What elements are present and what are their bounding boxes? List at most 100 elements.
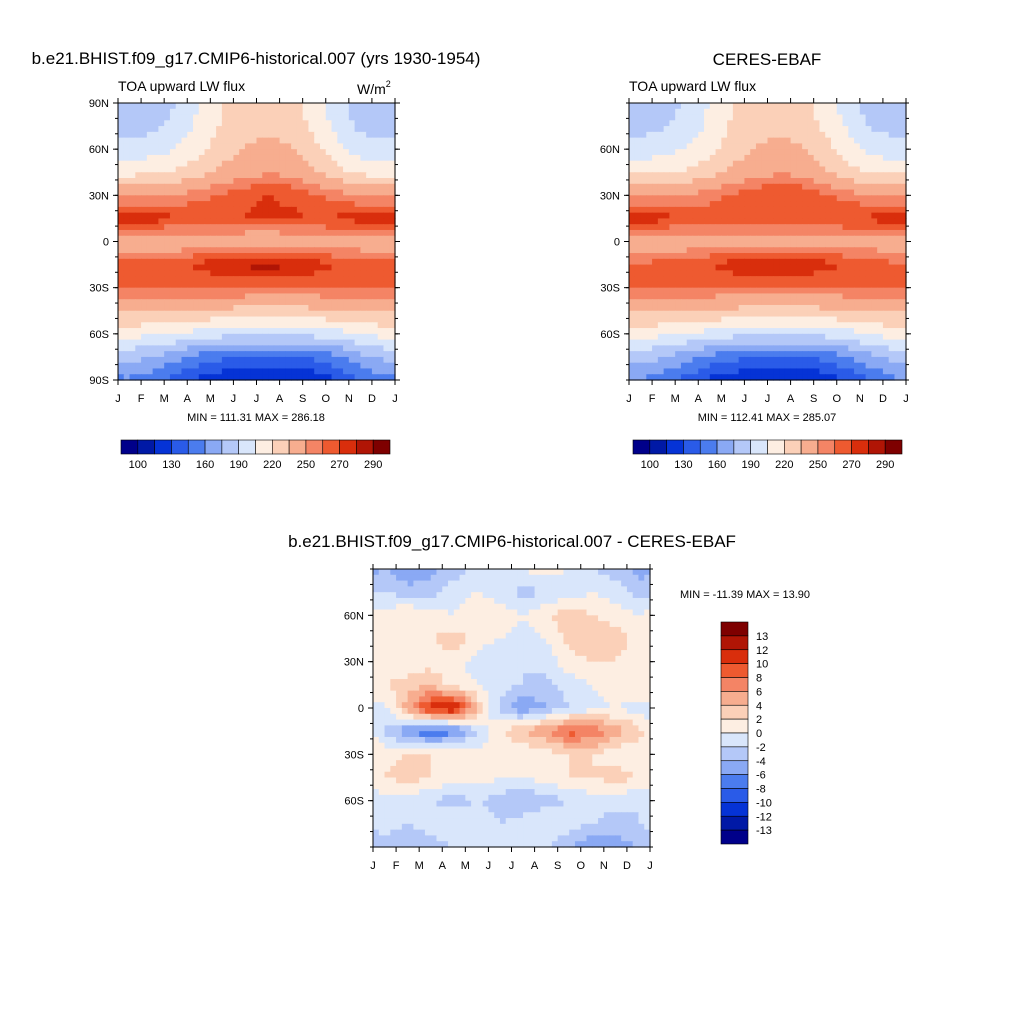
heatmap-cell — [233, 149, 239, 155]
heatmap-cell — [164, 149, 170, 155]
heatmap-cell — [646, 115, 652, 121]
heatmap-cell — [337, 109, 343, 115]
heatmap-cell — [773, 178, 779, 184]
heatmap-cell — [721, 259, 727, 265]
heatmap-cell — [796, 218, 802, 224]
heatmap-cell — [814, 178, 820, 184]
heatmap-cell — [251, 276, 257, 282]
heatmap-cell — [641, 288, 647, 294]
heatmap-cell — [216, 149, 222, 155]
heatmap-cell — [355, 195, 361, 201]
heatmap-cell — [791, 132, 797, 138]
heatmap-cell — [739, 317, 745, 323]
heatmap-cell — [802, 322, 808, 328]
heatmap-cell — [124, 311, 130, 317]
heatmap-cell — [291, 178, 297, 184]
heatmap-cell — [831, 357, 837, 363]
heatmap-cell — [210, 345, 216, 351]
heatmap-cell — [349, 207, 355, 213]
heatmap-cell — [257, 345, 263, 351]
heatmap-cell — [796, 155, 802, 161]
heatmap-cell — [383, 161, 389, 167]
heatmap-cell — [233, 213, 239, 219]
heatmap-cell — [262, 103, 268, 109]
heatmap-cell — [733, 265, 739, 271]
heatmap-cell — [848, 218, 854, 224]
heatmap-cell — [894, 345, 900, 351]
heatmap-cell — [308, 207, 314, 213]
heatmap-cell — [733, 293, 739, 299]
heatmap-cell — [500, 575, 506, 581]
heatmap-cell — [704, 305, 710, 311]
heatmap-cell — [349, 213, 355, 219]
heatmap-cell — [124, 253, 130, 259]
heatmap-cell — [280, 201, 286, 207]
heatmap-cell — [199, 322, 205, 328]
heatmap-cell — [698, 115, 704, 121]
heatmap-cell — [320, 340, 326, 346]
heatmap-cell — [135, 305, 141, 311]
heatmap-cell — [762, 155, 768, 161]
heatmap-cell — [360, 172, 366, 178]
heatmap-cell — [762, 345, 768, 351]
heatmap-cell — [297, 190, 303, 196]
heatmap-cell — [854, 340, 860, 346]
heatmap-cell — [251, 317, 257, 323]
heatmap-cell — [785, 126, 791, 132]
heatmap-cell — [454, 569, 460, 575]
heatmap-cell — [889, 293, 895, 299]
heatmap-cell — [808, 357, 814, 363]
heatmap-cell — [773, 115, 779, 121]
heatmap-cell — [635, 293, 641, 299]
heatmap-cell — [535, 575, 541, 581]
heatmap-cell — [877, 282, 883, 288]
heatmap-cell — [883, 166, 889, 172]
heatmap-cell — [831, 265, 837, 271]
heatmap-cell — [337, 213, 343, 219]
heatmap-cell — [222, 345, 228, 351]
heatmap-cell — [692, 282, 698, 288]
heatmap-cell — [773, 270, 779, 276]
heatmap-cell — [268, 305, 274, 311]
heatmap-cell — [274, 322, 280, 328]
heatmap-cell — [257, 184, 263, 190]
heatmap-cell — [337, 288, 343, 294]
heatmap-cell — [291, 282, 297, 288]
heatmap-cell — [704, 242, 710, 248]
heatmap-cell — [216, 218, 222, 224]
heatmap-cell — [750, 132, 756, 138]
heatmap-cell — [349, 265, 355, 271]
heatmap-cell — [245, 259, 251, 265]
heatmap-cell — [854, 236, 860, 242]
heatmap-cell — [669, 143, 675, 149]
heatmap-cell — [762, 334, 768, 340]
heatmap-cell — [552, 569, 558, 575]
heatmap-cell — [135, 259, 141, 265]
heatmap-cell — [843, 132, 849, 138]
heatmap-cell — [124, 138, 130, 144]
heatmap-cell — [285, 293, 291, 299]
heatmap-cell — [176, 161, 182, 167]
heatmap-cell — [378, 351, 384, 357]
heatmap-cell — [819, 178, 825, 184]
heatmap-cell — [796, 132, 802, 138]
heatmap-cell — [308, 120, 314, 126]
heatmap-cell — [756, 155, 762, 161]
heatmap-cell — [692, 368, 698, 374]
heatmap-cell — [297, 230, 303, 236]
heatmap-cell — [199, 259, 205, 265]
heatmap-cell — [233, 317, 239, 323]
heatmap-cell — [274, 230, 280, 236]
heatmap-cell — [199, 288, 205, 294]
heatmap-cell — [372, 288, 378, 294]
heatmap-cell — [814, 351, 820, 357]
heatmap-cell — [687, 109, 693, 115]
heatmap-cell — [652, 351, 658, 357]
heatmap-cell — [118, 109, 124, 115]
heatmap-cell — [658, 213, 664, 219]
heatmap-cell — [658, 155, 664, 161]
heatmap-cell — [889, 276, 895, 282]
heatmap-cell — [710, 276, 716, 282]
heatmap-cell — [257, 288, 263, 294]
heatmap-cell — [343, 276, 349, 282]
